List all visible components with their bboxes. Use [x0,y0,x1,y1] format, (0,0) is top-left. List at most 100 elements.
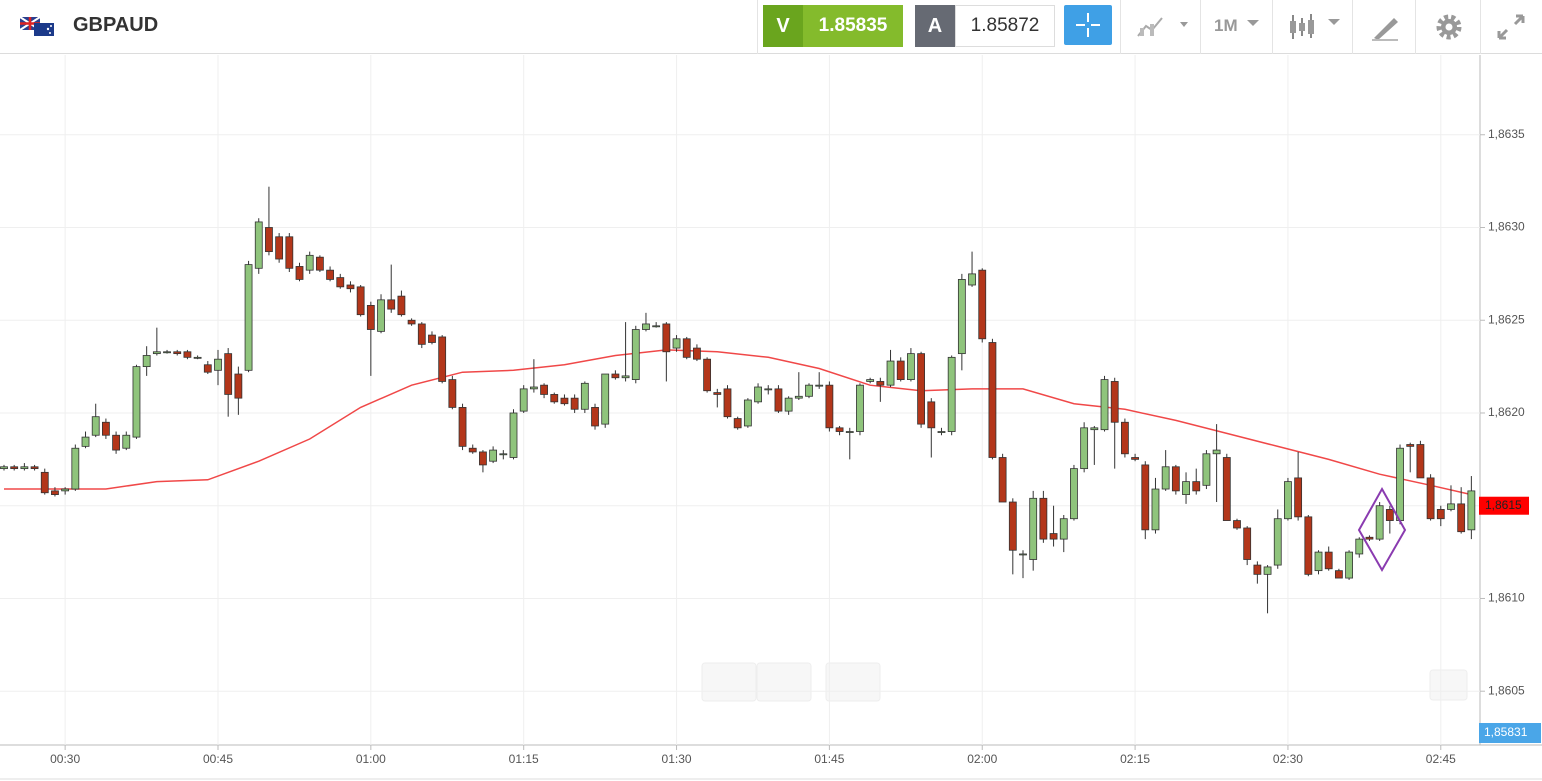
nav-button[interactable] [825,662,881,702]
candle-body [764,388,773,391]
candle-body [468,447,477,453]
candle-body [336,277,345,288]
candle-body [723,388,732,418]
crosshair-button[interactable] [1064,5,1112,45]
candle-body [815,384,824,387]
x-tick-label: 02:45 [1426,752,1456,766]
candle-body [122,434,131,449]
settings-button[interactable] [1433,11,1465,43]
candle-body [866,379,875,382]
candle-body [876,381,885,386]
candle-body [71,447,80,490]
candle-body [214,358,222,371]
candle-body [754,386,762,403]
candle-type-button[interactable] [1288,12,1344,42]
nav-button[interactable] [701,662,757,702]
x-tick-label: 01:45 [814,752,844,766]
candle-body [1375,505,1384,540]
candle-body [672,338,681,349]
draw-button[interactable] [1370,12,1400,42]
moving-average-line [4,349,1472,496]
nav-button[interactable] [756,662,812,702]
sell-button[interactable]: V [763,5,803,47]
candle-body [591,407,599,427]
candle-body [234,373,243,399]
candle-body [1243,527,1252,560]
candle-body [550,394,559,403]
candle-body [1284,481,1292,520]
candle-body [540,384,548,395]
candle-body [1212,449,1221,455]
candle-body [1192,481,1201,492]
candle-body [1355,538,1364,555]
candle-body [937,431,946,433]
candle-body [642,323,650,330]
candle-body [1070,468,1078,520]
nav-button[interactable] [1429,669,1468,701]
candle-body [845,431,854,433]
candle-body [907,353,915,380]
candle-body [652,325,661,328]
y-tick-label: 1,8630 [1488,220,1525,234]
candle-body [326,269,334,280]
buy-button[interactable]: A [915,5,955,47]
candle-body [40,471,49,494]
candle-body [703,358,712,392]
candle-body [509,412,518,458]
candle-body [1294,477,1303,518]
y-tick-label: 1,8610 [1488,591,1525,605]
x-tick-label: 00:30 [50,752,80,766]
candle-body [1447,503,1455,510]
toolbar: GBPAUD V 1.85835 A 1.85872 1M [0,0,1542,54]
ma-price-tag [1479,496,1529,515]
candle-body [1273,518,1282,566]
candle-body [1467,490,1476,531]
x-tick-label: 01:00 [356,752,386,766]
candle-body [295,266,304,280]
candle-body [224,353,233,395]
candle-body [112,434,120,451]
candle-body [519,388,528,412]
candle-body [1019,553,1027,556]
candle-body [1182,481,1190,495]
candle-body [152,351,161,355]
candle-body [1008,501,1017,551]
timeframe-button[interactable]: 1M [1214,16,1238,35]
candle-body [254,221,263,269]
candle-body [1385,509,1394,521]
candle-body [1233,520,1241,529]
candle-body [1263,566,1272,575]
candle-body [693,347,701,360]
flag-icon [20,17,54,36]
x-tick-label: 00:45 [203,752,233,766]
x-tick-label: 02:15 [1120,752,1150,766]
candle-body [978,269,987,340]
candle-body [835,427,844,432]
candle-body [1304,516,1313,575]
fullscreen-button[interactable] [1495,12,1527,42]
chart-type-button[interactable] [1136,14,1191,40]
candle-body [774,388,783,412]
ma-price-tag-label: 1,8615 [1485,498,1522,512]
candle-body [856,384,864,432]
candle-body [1314,551,1323,572]
candle-body [601,373,610,425]
candle-body [743,399,752,427]
buy-price[interactable]: 1.85872 [955,5,1055,47]
candle-body [183,351,192,358]
candle-body [631,329,640,380]
drawing-diamond [1357,486,1407,573]
candle-body [30,466,39,470]
candle-body [1100,379,1109,431]
candle-body [968,273,976,286]
x-tick-label: 02:30 [1273,752,1303,766]
price-tag-label: 1,85831 [1484,725,1528,739]
candle-body [193,356,202,359]
candle-body [499,453,508,456]
x-tick-label: 01:30 [662,752,692,766]
candle-body [1253,564,1262,575]
sell-price[interactable]: 1.85835 [803,5,903,47]
candle-body [611,373,620,379]
candle-body [1171,466,1180,492]
candle-body [81,436,90,447]
